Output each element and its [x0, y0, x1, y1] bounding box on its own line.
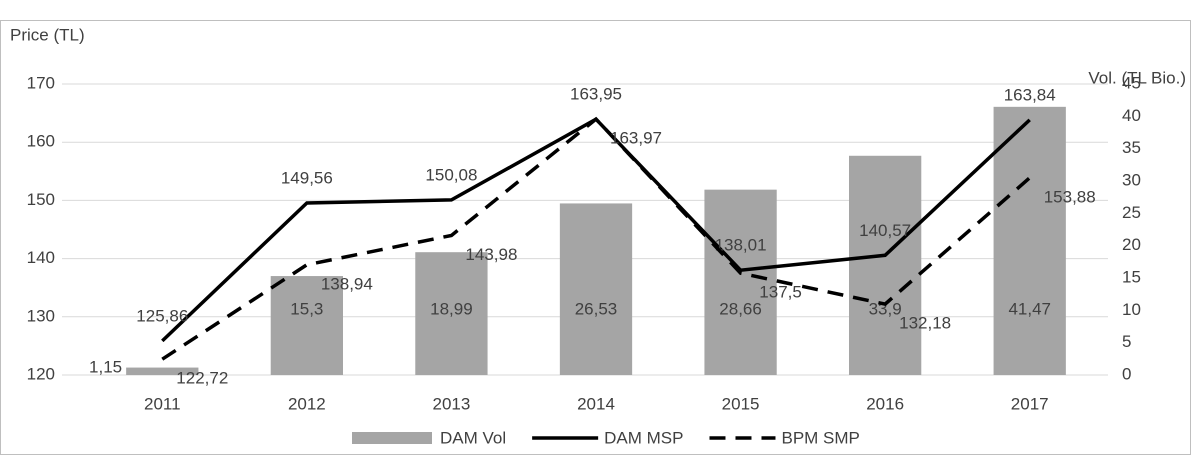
legend-label: DAM Vol [440, 428, 506, 447]
line-value-label: 137,5 [759, 283, 802, 302]
y-tick-label: 130 [27, 306, 55, 325]
line-value-label: 149,56 [281, 168, 333, 187]
line-value-label: 163,97 [610, 129, 662, 148]
legend-label: BPM SMP [781, 428, 859, 447]
line-value-label: 138,01 [715, 236, 767, 255]
x-tick-label: 2016 [866, 394, 904, 413]
legend-swatch [352, 432, 432, 444]
bar [270, 276, 343, 375]
y2-tick-label: 5 [1122, 332, 1131, 351]
bar-value-label: 33,9 [869, 299, 902, 318]
y-tick-label: 170 [27, 73, 55, 92]
bar [704, 189, 777, 375]
y2-tick-label: 20 [1122, 235, 1141, 254]
bar-value-label: 15,3 [290, 299, 323, 318]
frame [0, 20, 1191, 455]
line-value-label: 122,72 [176, 369, 228, 388]
bar-value-label: 26,53 [575, 299, 618, 318]
bar [415, 252, 488, 375]
y-axis-label: Price (TL) [10, 25, 85, 44]
line-value-label: 125,86 [136, 306, 188, 325]
legend-label: DAM MSP [604, 428, 683, 447]
bar-value-label: 18,99 [430, 299, 473, 318]
y2-tick-label: 45 [1122, 73, 1141, 92]
bar-value-label: 28,66 [719, 299, 762, 318]
bar [126, 367, 199, 375]
line-value-label: 150,08 [425, 165, 477, 184]
y2-tick-label: 0 [1122, 364, 1131, 383]
line-value-label: 140,57 [859, 221, 911, 240]
line-value-label: 163,84 [1004, 85, 1056, 104]
y2-tick-label: 35 [1122, 138, 1141, 157]
y2-axis-label: Vol. (TL Bio.) [1088, 68, 1186, 87]
x-tick-label: 2015 [722, 394, 760, 413]
bar-value-label: 41,47 [1008, 299, 1051, 318]
y2-tick-label: 10 [1122, 300, 1141, 319]
line [161, 116, 1031, 361]
x-tick-label: 2017 [1011, 394, 1049, 413]
line-value-label: 138,94 [321, 274, 373, 293]
y2-tick-label: 30 [1122, 170, 1141, 189]
x-tick-label: 2013 [433, 394, 471, 413]
y-tick-label: 120 [27, 364, 55, 383]
x-tick-label: 2014 [577, 394, 615, 413]
x-tick-label: 2012 [288, 394, 326, 413]
line-value-label: 163,95 [570, 85, 622, 104]
x-tick-label: 2011 [144, 394, 181, 413]
y2-tick-label: 25 [1122, 203, 1141, 222]
bar [849, 155, 922, 375]
line-value-label: 132,18 [899, 314, 951, 333]
line-value-label: 153,88 [1044, 187, 1096, 206]
y2-tick-label: 15 [1122, 267, 1141, 286]
bar [559, 203, 633, 375]
bar-value-label: 1,15 [89, 357, 122, 376]
y-tick-label: 140 [27, 248, 55, 267]
y2-tick-label: 40 [1122, 106, 1141, 125]
y-tick-label: 160 [27, 132, 55, 151]
bar [993, 106, 1066, 375]
y-tick-label: 150 [27, 190, 55, 209]
line-value-label: 143,98 [465, 245, 517, 264]
